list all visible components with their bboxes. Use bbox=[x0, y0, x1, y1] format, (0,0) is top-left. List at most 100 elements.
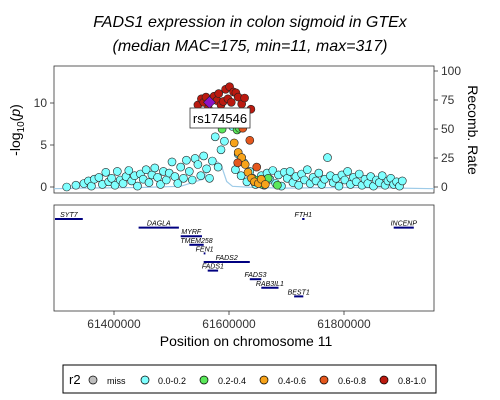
snp-point-r2-0.0-0.2 bbox=[216, 145, 226, 155]
snp-point-r2-0.0-0.2 bbox=[124, 166, 134, 175]
y-axis-label: -log10(p) bbox=[7, 104, 27, 156]
x-tick-label: 61800000 bbox=[317, 317, 371, 331]
snp-point-r2-0.0-0.2 bbox=[141, 165, 151, 174]
legend-box bbox=[62, 364, 437, 394]
snp-point-r2-0.0-0.2 bbox=[71, 180, 81, 190]
y-right-tick-label: 50 bbox=[441, 122, 455, 136]
x-tick-label: 61400000 bbox=[87, 317, 141, 331]
y-axis-left: 0 5 10 -log10(p) bbox=[7, 96, 54, 194]
chart-title: FADS1 expression in colon sigmoid in GTE… bbox=[93, 14, 407, 31]
gene-label-dagla: DAGLA bbox=[147, 221, 171, 228]
snp-point-r2-0.0-0.2 bbox=[101, 168, 111, 177]
snp-point-r2-0.0-0.2 bbox=[156, 180, 165, 189]
snp-point-r2-0.0-0.2 bbox=[340, 175, 350, 185]
snp-point-r2-0.0-0.2 bbox=[302, 165, 312, 174]
x-axis: 61400000 61600000 61800000 Position on c… bbox=[87, 311, 371, 349]
legend-label: miss bbox=[107, 376, 126, 386]
snp-point-r2-0.0-0.2 bbox=[220, 136, 229, 146]
gene-label-tmem258: TMEM258 bbox=[180, 238, 212, 245]
snp-point-r2-0.0-0.2 bbox=[62, 182, 71, 192]
snp-point-r2-0.0-0.2 bbox=[187, 175, 197, 185]
snp-point-r2-0.0-0.2 bbox=[285, 167, 295, 176]
y-tick-label: 5 bbox=[40, 138, 47, 152]
legend-marker-miss bbox=[88, 375, 98, 385]
snp-point-r2-0.2-0.4 bbox=[273, 180, 282, 190]
x-tick-label: 61600000 bbox=[202, 317, 256, 331]
snp-point-r2-0.0-0.2 bbox=[397, 176, 407, 186]
gene-label-best1: BEST1 bbox=[288, 289, 310, 296]
recomb-rate-layer bbox=[53, 157, 435, 190]
gene-label-incenp: INCENP bbox=[391, 221, 418, 228]
snp-point-r2-0.0-0.2 bbox=[268, 166, 278, 175]
snp-point-r2-0.4-0.6 bbox=[260, 180, 270, 189]
x-axis-label: Position on chromosome 11 bbox=[160, 333, 333, 349]
y-axis-right: 0 25 50 75 100 Recomb. Rate bbox=[434, 64, 481, 194]
snp-point-r2-0.6-0.8 bbox=[233, 158, 242, 168]
snp-point-r2-0.0-0.2 bbox=[323, 153, 332, 162]
snp-point-r2-0.0-0.2 bbox=[314, 168, 324, 178]
gene-label-fads1: FADS1 bbox=[202, 264, 224, 271]
snp-point-r2-0.0-0.2 bbox=[205, 174, 214, 183]
legend-marker-0-0.2 bbox=[140, 375, 150, 385]
snp-point-r2-0.8-1.0 bbox=[227, 98, 236, 107]
snp-point-r2-0.0-0.2 bbox=[133, 181, 142, 191]
snp-point-r2-0.0-0.2 bbox=[213, 162, 223, 172]
snp-point-r2-0.0-0.2 bbox=[202, 164, 211, 174]
legend-marker-0.6-0.8 bbox=[319, 375, 329, 385]
snp-point-r2-0.0-0.2 bbox=[94, 173, 104, 182]
y-right-tick-label: 0 bbox=[441, 180, 448, 194]
snp-point-r2-0.0-0.2 bbox=[199, 151, 208, 161]
gene-label-fen1: FEN1 bbox=[196, 246, 214, 253]
gene-label-fads2: FADS2 bbox=[216, 255, 238, 262]
snp-point-r2-0.0-0.2 bbox=[343, 167, 352, 176]
lead-snp-label-box bbox=[189, 107, 251, 129]
snp-point-r2-0.4-0.6 bbox=[229, 138, 239, 148]
snp-point-r2-0.0-0.2 bbox=[167, 157, 177, 167]
y-right-tick-label: 75 bbox=[441, 93, 455, 107]
chart-subtitle: (median MAC=175, min=11, max=317) bbox=[112, 38, 388, 55]
snp-point-r2-0.0-0.2 bbox=[113, 167, 122, 176]
snp-point-r2-0.0-0.2 bbox=[208, 156, 217, 166]
legend-title: r2 bbox=[69, 372, 81, 387]
gene-panel bbox=[53, 204, 435, 312]
legend-label: 0.0-0.2 bbox=[158, 376, 186, 386]
legend-label: 0.4-0.6 bbox=[278, 376, 306, 386]
y-right-axis-label: Recomb. Rate bbox=[465, 85, 481, 175]
gene-label-fth1: FTH1 bbox=[295, 212, 313, 219]
snp-point-r2-0.0-0.2 bbox=[144, 178, 154, 187]
snp-point-r2-0.0-0.2 bbox=[193, 160, 203, 169]
snp-point-r2-0.0-0.2 bbox=[107, 174, 116, 183]
gene-label-rab3il1: RAB3IL1 bbox=[256, 281, 284, 288]
snp-point-r2-0.0-0.2 bbox=[354, 169, 364, 179]
snp-point-r2-0.0-0.2 bbox=[176, 162, 185, 172]
y-right-tick-label: 25 bbox=[441, 151, 455, 165]
legend-label: 0.2-0.4 bbox=[218, 376, 246, 386]
snp-point-r2-0.8-1.0 bbox=[240, 93, 249, 103]
snp-point-r2-0.0-0.2 bbox=[196, 171, 206, 180]
legend-marker-0.2-0.4 bbox=[199, 375, 209, 385]
snp-point-r2-0.8-1.0 bbox=[214, 89, 223, 98]
recomb-rate-line bbox=[53, 157, 435, 190]
snp-point-r2-0.0-0.2 bbox=[173, 179, 183, 188]
legend: r2 miss 0.0-0.2 0.2-0.4 0.4-0.6 0.6-0.8 … bbox=[62, 364, 437, 394]
snp-point-r2-0.0-0.2 bbox=[179, 174, 188, 183]
gene-label-syt7: SYT7 bbox=[60, 212, 79, 219]
snp-point-r2-0.6-0.8 bbox=[245, 136, 255, 145]
gene-label-fads3: FADS3 bbox=[244, 272, 266, 279]
snp-point-r2-0.6-0.8 bbox=[252, 162, 262, 172]
snp-point-r2-0.0-0.2 bbox=[236, 171, 246, 180]
snp-point-r2-0.0-0.2 bbox=[150, 163, 160, 173]
legend-marker-0.8-1.0 bbox=[379, 375, 389, 385]
gene-label-myrf: MYRF bbox=[181, 229, 202, 236]
y-right-tick-label: 100 bbox=[441, 64, 461, 78]
snp-point-r2-0.4-0.6 bbox=[240, 160, 250, 169]
y-tick-label: 0 bbox=[40, 180, 47, 194]
snp-point-r2-0.0-0.2 bbox=[377, 171, 387, 180]
lead-snp-label: rs174546 bbox=[193, 111, 247, 126]
legend-label: 0.8-1.0 bbox=[398, 376, 426, 386]
legend-marker-0.4-0.6 bbox=[259, 375, 269, 385]
snp-point-r2-0.0-0.2 bbox=[185, 167, 194, 176]
